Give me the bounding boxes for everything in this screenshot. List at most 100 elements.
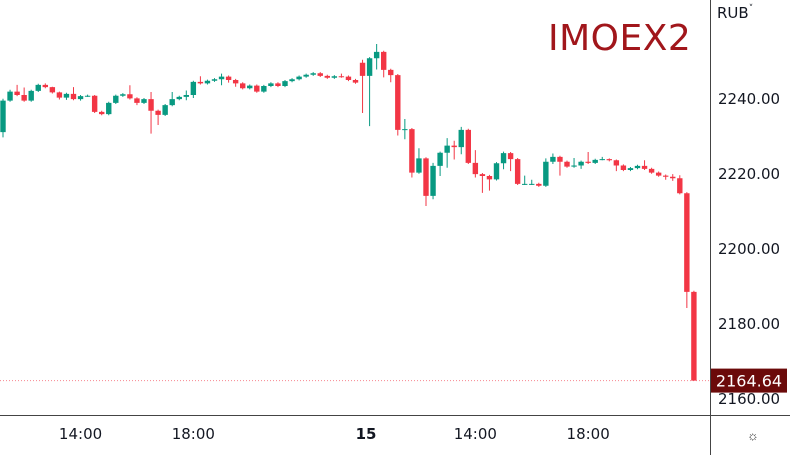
candle-body [106,102,112,115]
price-tick-label: 2180.00 [718,315,780,333]
candle-body [430,165,436,196]
candle-body [458,129,464,148]
candle-body [634,165,641,169]
candle-body [176,96,182,100]
candle-body [183,95,189,97]
candle [606,158,612,162]
candle [338,73,345,78]
candle [296,75,302,81]
candle [211,78,218,82]
candle-body [585,161,591,163]
time-tick-label: 15 [356,425,377,443]
candle-body [536,183,542,186]
candle-body [218,76,225,80]
candle-body [275,83,281,86]
candle-body [663,175,669,177]
candle-body [592,159,598,163]
candle-body [232,80,239,84]
candle-body [655,172,662,176]
candle [388,68,394,83]
candle-body [91,95,98,112]
candle-body [444,145,450,153]
candle [324,74,330,79]
candle [289,78,295,83]
candle [275,82,281,88]
candle [437,151,443,176]
candle [451,140,457,160]
candle-body [113,95,119,103]
candle [127,85,133,100]
candle-body [84,95,91,97]
candle-body [127,94,133,99]
candle-body [303,74,309,77]
candle-body [684,193,690,292]
candle-body [366,58,373,76]
candle-body [120,94,126,96]
candle [84,94,91,97]
candle [472,150,479,178]
candle [514,158,521,185]
candle-body [486,176,493,180]
candle-body [599,159,605,161]
candle [331,75,338,79]
price-axis[interactable]: 2160.00 2180.00 2200.00 2220.00 2240.00 [718,90,780,408]
candle [648,167,655,174]
candle-body [296,76,302,80]
candle-body [155,110,161,115]
candle [77,95,84,101]
candle-body [352,80,359,83]
settings-gear-icon[interactable]: ☼ [747,428,759,443]
candle [113,94,119,104]
candle-body [77,96,84,100]
candle [303,73,309,78]
candle [670,174,676,181]
candle [444,138,450,168]
candle [373,44,380,70]
candle [423,157,429,206]
candle-body [648,168,655,173]
candle-body [63,93,70,98]
candle [663,174,669,180]
candle [465,128,471,164]
candle [14,84,20,97]
candle-body [56,92,63,98]
candle [99,110,105,116]
candle [409,128,415,178]
candle-body [627,168,634,170]
candle-body [331,76,338,78]
candle [458,126,464,155]
candle [218,73,225,86]
price-tick-label: 2240.00 [718,90,780,108]
candle [106,101,112,116]
candle-body [310,73,316,75]
candle-body [691,291,697,381]
candle-body [268,83,274,86]
price-tick-label: 2160.00 [718,390,780,408]
candle [479,173,486,193]
candle [155,109,161,125]
candle [0,98,6,138]
candle-body [282,81,288,86]
candle-body [169,99,175,106]
candle [240,82,246,90]
candle [522,175,528,185]
candle-body [543,161,549,186]
candle-body [99,111,105,115]
candle [366,57,373,127]
candle [21,87,27,102]
candle-body [197,81,204,84]
currency-selector[interactable]: RUB˅ [717,4,753,22]
candle [395,74,401,136]
candle-body [21,95,27,101]
candle-body [324,75,330,78]
time-axis[interactable]: 14:00 18:00 15 14:00 18:00 [59,425,610,443]
candle [500,151,507,170]
candle [578,160,584,169]
candle [56,91,63,100]
candle [493,162,500,181]
candle [169,92,175,107]
price-tick-label: 2220.00 [718,165,780,183]
candle-body [423,158,429,196]
candle-body [416,158,422,173]
